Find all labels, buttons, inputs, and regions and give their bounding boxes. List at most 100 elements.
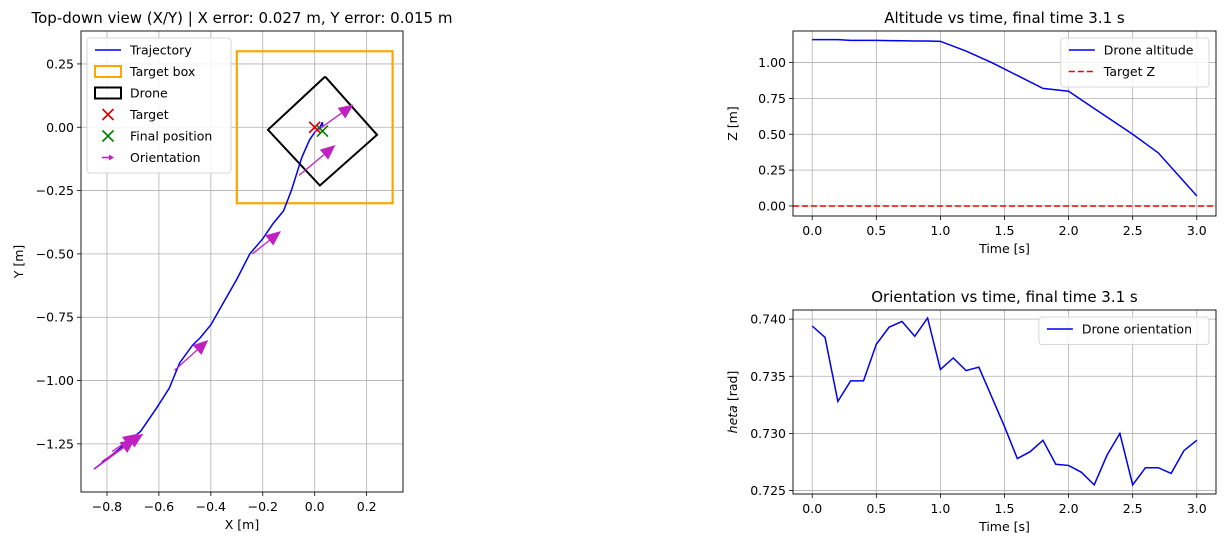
y-tick-label: −0.75 xyxy=(36,310,74,325)
orientation-arrow-shaft xyxy=(298,154,325,176)
y-tick-label: 0.725 xyxy=(750,483,786,498)
y-tick-label: −0.25 xyxy=(36,183,74,198)
legend-label: Target box xyxy=(129,64,195,79)
legend: Trajectory Target box Drone Target Final pos… xyxy=(86,37,232,174)
legend-label: Final position xyxy=(130,129,212,144)
legend-label: Orientation xyxy=(130,150,201,165)
y-tick-label: −1.25 xyxy=(36,436,74,451)
trajectory-line xyxy=(93,121,324,470)
axes-frame xyxy=(80,30,404,493)
orientation-arrow-shaft xyxy=(101,441,132,463)
legend-item: Target xyxy=(101,107,169,122)
orientation-arrow-shaft xyxy=(174,349,198,371)
x-tick-label: 0.5 xyxy=(866,501,886,516)
x-tick-label: 0.0 xyxy=(802,501,822,516)
y-tick-label: 0.730 xyxy=(750,426,786,441)
y-tick-label: −1.00 xyxy=(36,373,74,388)
topdown-plot: −0.8 −0.6 −0.4 −0.2 0.0 0.2 0.25 0.00 −0.25 −0.50… xyxy=(11,9,452,532)
x-tick-label: 0.0 xyxy=(802,223,822,238)
orientation-arrow-shaft xyxy=(314,112,342,133)
x-tick-label: −0.4 xyxy=(196,499,226,514)
series-line xyxy=(811,316,1198,487)
legend: Drone altitude Target Z xyxy=(1060,37,1210,88)
legend-swatch-box xyxy=(94,86,122,100)
orientation-arrow-head xyxy=(265,231,281,246)
legend-item: Drone orientation xyxy=(1046,322,1192,337)
y-tick-label: 0.735 xyxy=(750,369,786,384)
x-axis-label: Time [s] xyxy=(978,519,1030,534)
series-line xyxy=(812,38,1198,197)
legend-label: Drone xyxy=(130,86,168,101)
orientation-arrow-shaft xyxy=(251,239,270,255)
drone-outline xyxy=(266,75,379,187)
orientation-arrow xyxy=(314,104,354,133)
y-tick-label: −0.50 xyxy=(36,246,74,261)
legend-label: Target Z xyxy=(1103,64,1155,79)
x-tick-label: 1.0 xyxy=(930,223,950,238)
x-tick-label: 2.5 xyxy=(1123,223,1143,238)
x-tick-label: −0.2 xyxy=(248,499,278,514)
legend-item: Trajectory xyxy=(95,43,192,58)
legend-swatch-arrow-head xyxy=(109,154,114,161)
x-tick-label: 2.0 xyxy=(1059,223,1079,238)
legend-label: Target xyxy=(129,107,169,122)
orientation-plot: 0.0 0.5 1.0 1.5 2.0 2.5 3.0 0.725 0.730 0.735 0.74… xyxy=(725,288,1217,534)
chart-title: Altitude vs time, final time 3.1 s xyxy=(884,9,1125,27)
orientation-arrow xyxy=(174,340,209,371)
x-tick-label: −0.8 xyxy=(92,499,122,514)
legend-swatch-x xyxy=(101,108,115,121)
y-axis-label-italic: heta xyxy=(725,405,740,433)
y-axis-label: heta [rad] xyxy=(725,371,740,434)
orientation-arrow-head xyxy=(122,433,139,448)
legend-item: Target Z xyxy=(1068,64,1155,79)
plot-area xyxy=(793,38,1216,207)
orientation-arrow-shaft xyxy=(111,441,127,453)
y-tick-label: 0.25 xyxy=(46,56,74,71)
legend-item: Drone altitude xyxy=(1068,43,1194,58)
x-tick-label: 3.0 xyxy=(1187,501,1207,516)
legend-frame xyxy=(86,37,232,174)
axes-frame xyxy=(792,309,1217,495)
plot-area xyxy=(811,316,1198,487)
y-axis-label: Z [m] xyxy=(725,106,740,140)
y-tick-label: 0.75 xyxy=(758,91,786,106)
y-tick-label: 0.25 xyxy=(758,163,786,178)
legend-frame xyxy=(1060,37,1210,88)
y-tick-label: 1.00 xyxy=(758,55,786,70)
legend-item: Final position xyxy=(101,129,212,144)
orientation-arrow xyxy=(111,433,139,453)
final-position-marker xyxy=(316,124,329,138)
orientation-arrow-head xyxy=(192,340,209,355)
legend-frame xyxy=(1038,316,1210,345)
legend-item: Drone xyxy=(94,86,168,101)
legend: Drone orientation xyxy=(1038,316,1210,345)
target-marker xyxy=(308,121,321,134)
x-tick-label: 3.0 xyxy=(1187,223,1207,238)
y-tick-label: 0.00 xyxy=(46,120,74,135)
orientation-arrow-head xyxy=(337,104,354,119)
chart-title: Orientation vs time, final time 3.1 s xyxy=(871,288,1138,306)
x-tick-label: −0.6 xyxy=(144,499,174,514)
legend-label: Drone orientation xyxy=(1082,322,1192,337)
x-tick-label: 2.5 xyxy=(1123,501,1143,516)
x-tick-label: 0.5 xyxy=(866,223,886,238)
legend-label: Drone altitude xyxy=(1104,43,1194,58)
x-axis-label: X [m] xyxy=(225,517,259,532)
orientation-arrow xyxy=(298,144,336,176)
y-axis-label: Y [m] xyxy=(11,245,26,280)
target-box xyxy=(235,50,394,205)
x-axis-label: Time [s] xyxy=(978,241,1030,256)
x-tick-label: 2.0 xyxy=(1059,501,1079,516)
y-tick-label: 0.00 xyxy=(758,198,786,213)
altitude-plot: 0.0 0.5 1.0 1.5 2.0 2.5 3.0 0.00 0.25 0.50 0.75 1.0… xyxy=(725,9,1217,256)
legend-label: Trajectory xyxy=(129,43,192,58)
orientation-arrow-shaft xyxy=(93,447,124,470)
y-axis-label-rest: [rad] xyxy=(725,371,740,405)
x-tick-label: 1.5 xyxy=(995,501,1015,516)
axes-frame xyxy=(792,30,1217,217)
chart-title: Top-down view (X/Y) | X error: 0.027 m, … xyxy=(31,9,453,27)
legend-item: Orientation xyxy=(102,150,201,165)
orientation-arrow-head xyxy=(319,144,336,160)
x-tick-label: 0.0 xyxy=(305,499,325,514)
x-tick-label: 0.2 xyxy=(357,499,377,514)
